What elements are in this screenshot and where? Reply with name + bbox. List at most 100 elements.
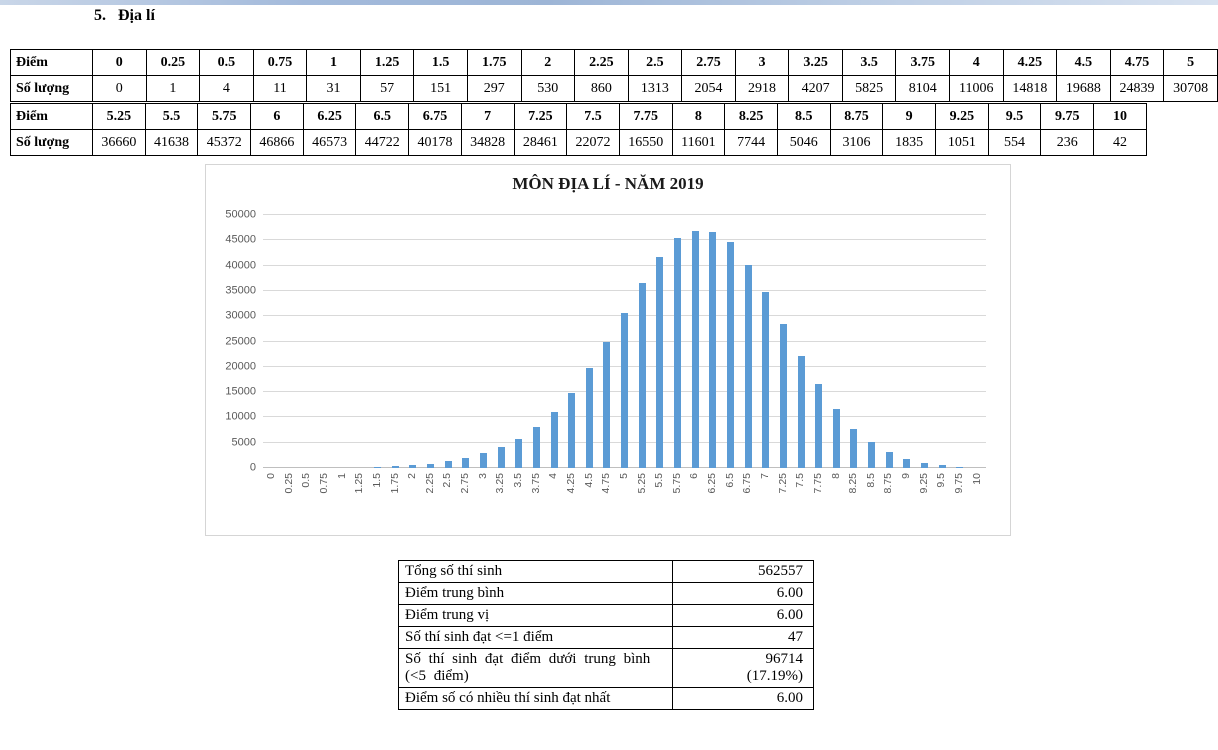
section-title: Địa lí	[118, 7, 155, 24]
bar-slot	[545, 215, 563, 468]
summary-label: Tổng số thí sinh	[398, 560, 673, 583]
score-cell: 5.5	[144, 103, 199, 130]
x-tick-label: 6.75	[741, 473, 754, 494]
top-gradient-band	[0, 0, 1218, 5]
x-tick-label: 1.25	[353, 473, 366, 494]
y-tick-label: 40000	[225, 259, 256, 272]
summary-table: Tổng số thí sinh 562557 Điểm trung bình 6.0…	[398, 560, 814, 710]
x-label-slot: 3.25	[492, 473, 510, 493]
score-cell: 7.75	[618, 103, 673, 130]
score-cell: 8	[671, 103, 726, 130]
count-cell: 34828	[460, 129, 515, 156]
x-label-slot: 10	[969, 473, 987, 485]
x-label-slot: 8	[828, 473, 846, 479]
score-cell: 9.5	[987, 103, 1042, 130]
bar	[938, 465, 946, 468]
x-label-slot: 7	[757, 473, 775, 479]
score-cell: 3.25	[788, 49, 843, 76]
bar-slot	[334, 215, 352, 468]
bar	[797, 356, 805, 468]
plot-area	[263, 214, 986, 468]
x-tick-label: 1.5	[370, 473, 383, 488]
x-tick-label: 6.5	[723, 473, 736, 488]
y-tick-label: 10000	[225, 410, 256, 423]
x-label-slot: 1.75	[386, 473, 404, 493]
x-tick-label: 3.75	[529, 473, 542, 494]
summary-value: 562557	[672, 560, 814, 583]
bar-slot	[880, 215, 898, 468]
chart-title: MÔN ĐỊA LÍ - NĂM 2019	[512, 174, 704, 193]
y-tick-label: 0	[249, 461, 256, 474]
count-cell: 2054	[681, 75, 736, 102]
x-tick-label: 5.25	[635, 473, 648, 494]
bar	[956, 467, 964, 468]
bar-slot	[898, 215, 916, 468]
score-cell: 3.75	[895, 49, 950, 76]
x-label-slot: 4.75	[598, 473, 616, 493]
count-cell: 1051	[935, 129, 989, 156]
bar	[656, 257, 664, 468]
score-cell: 0.75	[252, 49, 308, 76]
count-cell: 28461	[513, 129, 568, 156]
x-label-slot: 3	[475, 473, 493, 479]
count-cell: 42	[1093, 129, 1147, 156]
x-label-slot: 7.25	[775, 473, 793, 493]
x-tick-label: 3.5	[512, 473, 525, 488]
bar-slot	[757, 215, 775, 468]
bar	[868, 442, 876, 468]
score-cell: 8.75	[829, 103, 884, 130]
x-label-slot: 8.25	[845, 473, 863, 493]
bar-slot	[528, 215, 546, 468]
bar	[674, 238, 682, 468]
count-cell: 530	[520, 75, 576, 102]
score-cell: 3.5	[841, 49, 897, 76]
x-tick-label: 7.5	[794, 473, 807, 488]
bar-slot	[281, 215, 299, 468]
bar	[709, 232, 717, 468]
y-axis-labels: 0 5000 10000 15000 20000 25000 30000 35000 40000…	[210, 209, 256, 473]
x-label-slot: 5.5	[651, 473, 669, 488]
summary-value: 6.00	[672, 604, 814, 627]
score-cell: 4.5	[1056, 49, 1111, 76]
bar	[762, 292, 770, 468]
bars	[263, 215, 986, 468]
bar-slot	[475, 215, 493, 468]
score-table-1: Điểm 0 0.25 0.5 0.75 1 1.25 1.5 1.75 2 2.25 2.5 2.75…	[10, 49, 1218, 102]
score-cell: 5	[1163, 49, 1218, 76]
x-tick-label: 0	[265, 473, 278, 479]
score-cell: 0.25	[145, 49, 201, 76]
bar	[779, 324, 787, 468]
y-tick-label: 25000	[225, 335, 256, 347]
gridline	[263, 289, 986, 291]
x-label-slot: 1	[334, 473, 352, 479]
x-tick-label: 7	[758, 473, 771, 479]
x-label-slot: 3.75	[528, 473, 546, 493]
summary-row: Điểm trung vị 6.00	[398, 604, 814, 627]
count-cell: 1835	[882, 129, 936, 156]
x-tick-label: 3	[476, 473, 489, 479]
summary-row: Số thí sinh đạt <=1 điểm 47	[398, 626, 814, 649]
bar	[885, 452, 893, 468]
bar-slot	[633, 215, 651, 468]
bar-slot	[951, 215, 969, 468]
x-tick-label: 2.75	[459, 473, 472, 494]
score-cell: 4	[949, 49, 1004, 76]
bar-slot	[263, 215, 281, 468]
count-cell: 36660	[92, 129, 146, 156]
bar-slot	[969, 215, 987, 468]
x-axis-labels: 0 0.25 0.5 0.75 1 1.25 1.5 1.75 2 2.25 2.5 2.75 3 3.2…	[263, 473, 986, 493]
count-cell: 46866	[250, 129, 304, 156]
count-cell: 236	[1040, 129, 1095, 156]
x-tick-label: 8	[829, 473, 842, 479]
bar-slot	[686, 215, 704, 468]
bar	[427, 464, 435, 468]
bar-slot	[457, 215, 475, 468]
score-cell: 6.75	[408, 103, 462, 130]
bar	[621, 313, 629, 468]
x-tick-label: 0.25	[282, 473, 295, 494]
bar-slot	[351, 215, 369, 468]
section-number: 5.	[94, 7, 106, 24]
score-row: Điểm 0 0.25 0.5 0.75 1 1.25 1.5 1.75 2 2.25 2.5 2.75…	[10, 49, 1218, 76]
score-cell: 8.5	[776, 103, 831, 130]
